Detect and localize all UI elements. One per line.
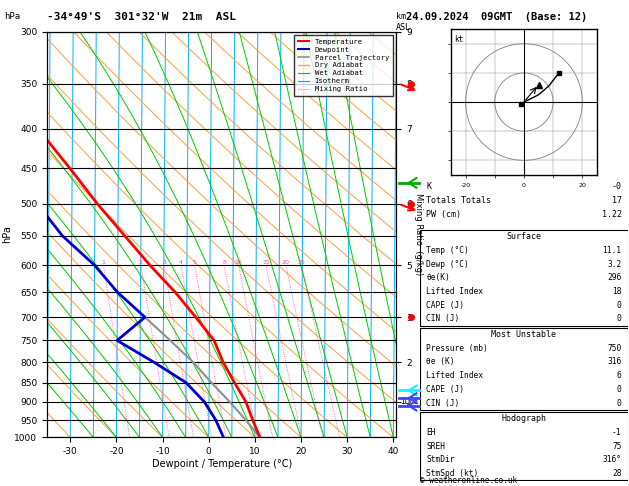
- Text: 75: 75: [612, 442, 621, 451]
- X-axis label: Dewpoint / Temperature (°C): Dewpoint / Temperature (°C): [152, 459, 292, 469]
- Text: PW (cm): PW (cm): [426, 209, 462, 219]
- Text: 0: 0: [617, 301, 621, 310]
- Text: 0: 0: [617, 399, 621, 408]
- Text: 296: 296: [607, 273, 621, 282]
- Text: StmSpd (kt): StmSpd (kt): [426, 469, 479, 478]
- Text: 1.22: 1.22: [601, 209, 621, 219]
- Text: 24.09.2024  09GMT  (Base: 12): 24.09.2024 09GMT (Base: 12): [406, 12, 587, 22]
- Text: Hodograph: Hodograph: [501, 415, 547, 423]
- Text: 20: 20: [282, 260, 290, 265]
- Text: StmDir: StmDir: [426, 455, 455, 465]
- Text: Totals Totals: Totals Totals: [426, 196, 491, 205]
- Text: Pressure (mb): Pressure (mb): [426, 344, 488, 353]
- Text: -1: -1: [612, 428, 621, 437]
- Y-axis label: Mixing Ratio  (g/kg): Mixing Ratio (g/kg): [414, 193, 423, 276]
- Text: EH: EH: [426, 428, 436, 437]
- Text: Lifted Index: Lifted Index: [426, 371, 484, 380]
- Legend: Temperature, Dewpoint, Parcel Trajectory, Dry Adiabat, Wet Adiabat, Isotherm, Mi: Temperature, Dewpoint, Parcel Trajectory…: [294, 35, 392, 96]
- Text: -34°49'S  301°32'W  21m  ASL: -34°49'S 301°32'W 21m ASL: [47, 12, 236, 22]
- Text: 2: 2: [139, 260, 143, 265]
- Text: 0: 0: [617, 314, 621, 323]
- Text: Most Unstable: Most Unstable: [491, 330, 557, 339]
- Text: 1: 1: [102, 260, 106, 265]
- Text: θe(K): θe(K): [426, 273, 450, 282]
- Text: 0: 0: [617, 385, 621, 394]
- Text: θe (K): θe (K): [426, 358, 455, 366]
- Text: 5: 5: [192, 260, 196, 265]
- Text: Dewp (°C): Dewp (°C): [426, 260, 469, 269]
- Text: 750: 750: [607, 344, 621, 353]
- Text: 4: 4: [179, 260, 183, 265]
- Text: 8: 8: [222, 260, 226, 265]
- Y-axis label: hPa: hPa: [2, 226, 12, 243]
- Bar: [420, 412, 628, 481]
- Text: 11.1: 11.1: [603, 246, 621, 255]
- Text: SREH: SREH: [426, 442, 445, 451]
- Text: 18: 18: [612, 287, 621, 296]
- Text: kt: kt: [454, 35, 463, 44]
- Text: 28: 28: [612, 469, 621, 478]
- Text: 17: 17: [611, 196, 621, 205]
- Text: Surface: Surface: [506, 232, 542, 241]
- Text: © weatheronline.co.uk: © weatheronline.co.uk: [420, 475, 517, 485]
- Text: Lifted Index: Lifted Index: [426, 287, 484, 296]
- Bar: [420, 328, 628, 410]
- Text: K: K: [426, 182, 431, 191]
- Text: -0: -0: [611, 182, 621, 191]
- Text: 1LCL: 1LCL: [400, 398, 418, 406]
- Text: 3: 3: [162, 260, 166, 265]
- Text: 6: 6: [617, 371, 621, 380]
- Bar: [420, 230, 628, 326]
- Text: CAPE (J): CAPE (J): [426, 301, 464, 310]
- Text: CIN (J): CIN (J): [426, 399, 460, 408]
- Text: 316: 316: [607, 358, 621, 366]
- Text: hPa: hPa: [4, 12, 21, 21]
- Text: CAPE (J): CAPE (J): [426, 385, 464, 394]
- Text: 25: 25: [298, 260, 306, 265]
- Text: km
ASL: km ASL: [396, 12, 411, 32]
- Text: CIN (J): CIN (J): [426, 314, 460, 323]
- Text: 316°: 316°: [603, 455, 621, 465]
- Text: 15: 15: [262, 260, 270, 265]
- Text: Temp (°C): Temp (°C): [426, 246, 469, 255]
- Text: 10: 10: [235, 260, 243, 265]
- Text: 3.2: 3.2: [607, 260, 621, 269]
